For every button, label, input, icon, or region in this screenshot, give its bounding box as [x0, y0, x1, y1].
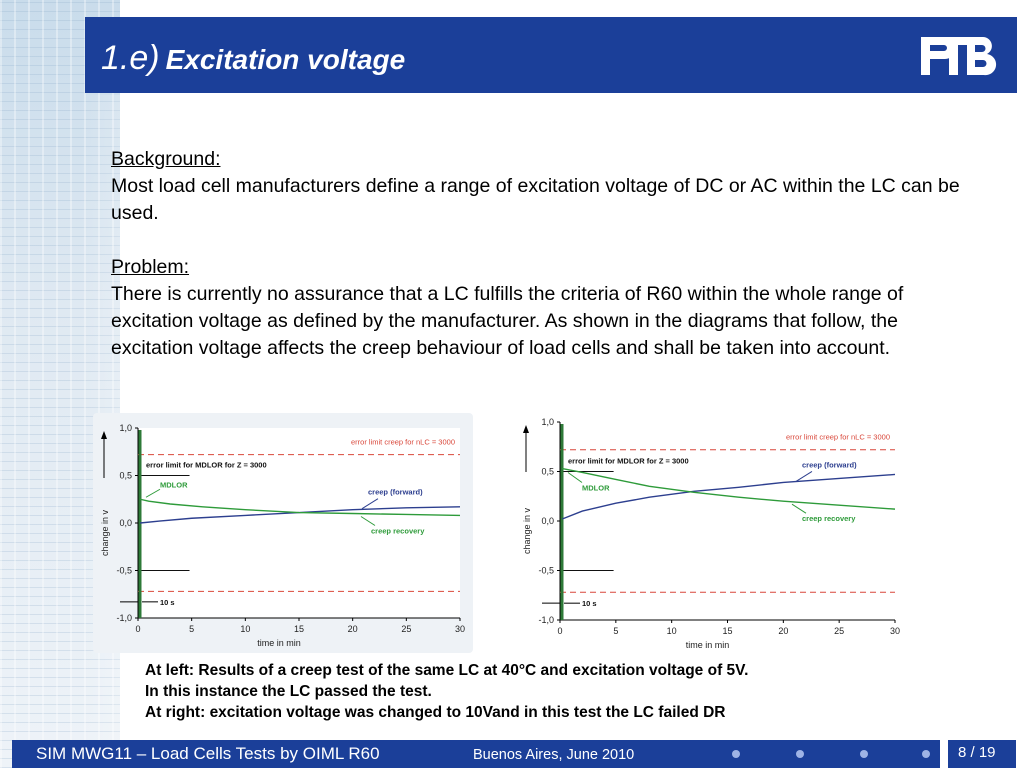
y-tick-label: 0,5 [541, 467, 554, 477]
annotation-ten-seconds: 10 s [160, 598, 175, 607]
footer-dots [712, 740, 942, 768]
mdlor-pointer [567, 472, 583, 483]
y-tick-label: 0,5 [119, 471, 132, 481]
mdlor-pointer [145, 488, 161, 498]
background-text: Most load cell manufacturers define a ra… [111, 175, 960, 224]
series-line-creep-recovery [562, 467, 896, 510]
x-tick-label: 30 [455, 624, 465, 634]
creep-forward-pointer [795, 470, 813, 482]
creep-recovery-pointer [360, 516, 376, 526]
footer-location: Buenos Aires, June 2010 [473, 747, 635, 763]
annotation-creep-recovery: creep recovery [371, 527, 425, 536]
problem-text: There is currently no assurance that a L… [111, 283, 904, 359]
y-tick-label: -1,0 [116, 613, 132, 623]
title-number: 1.e) [101, 39, 160, 77]
footer-title: SIM MWG11 – Load Cells Tests by OIML R60 [36, 744, 380, 763]
series-line-creep-forward- [140, 506, 461, 524]
plot-area [138, 428, 460, 618]
annotation-mdlor: MDLOR [582, 484, 610, 493]
slide-title: 1.e) Excitation voltage [101, 39, 405, 78]
x-tick-label: 30 [890, 626, 900, 636]
annotation-error-limit-mdlor: error limit for MDLOR for Z = 3000 [146, 461, 267, 470]
x-tick-label: 20 [348, 624, 358, 634]
caption-line-3: At right: excitation voltage was changed… [145, 704, 726, 721]
x-tick-label: 0 [557, 626, 562, 636]
x-tick-label: 5 [189, 624, 194, 634]
series-line-creep-forward- [561, 473, 896, 520]
y-tick-label: 0,0 [541, 516, 554, 526]
annotation-creep-forward: creep (forward) [802, 460, 857, 469]
y-axis-label: change in v [522, 507, 532, 554]
x-tick-label: 15 [722, 626, 732, 636]
annotation-ten-seconds: 10 s [582, 599, 597, 608]
annotation-creep-recovery: creep recovery [802, 514, 856, 523]
footer-separator [940, 740, 948, 768]
caption-line-2: In this instance the LC passed the test. [145, 683, 432, 700]
y-tick-label: -1,0 [538, 615, 554, 625]
x-axis-label: time in min [257, 638, 301, 648]
y-arrow-head [523, 425, 529, 433]
annotation-mdlor: MDLOR [160, 480, 188, 489]
problem-heading: Problem: [111, 256, 190, 278]
y-tick-label: -0,5 [538, 566, 554, 576]
x-tick-label: 15 [294, 624, 304, 634]
creep-forward-pointer [361, 498, 379, 510]
x-axis-label: time in min [686, 640, 730, 650]
creep-chart-5v-svg: 1,0 0,5 0,0 -0,5 -1,00 5 10 15 20 25 30 time in min… [100, 423, 465, 648]
y-arrow-head [101, 431, 107, 439]
page-number: 8 / 19 [958, 744, 996, 761]
slide-footer: SIM MWG11 – Load Cells Tests by OIML R60… [12, 740, 1016, 768]
background-heading: Background: [111, 148, 221, 170]
y-tick-label: 0,0 [119, 518, 132, 528]
y-tick-label: 1,0 [541, 417, 554, 427]
x-tick-label: 10 [667, 626, 677, 636]
annotation-creep-forward: creep (forward) [368, 488, 423, 497]
x-tick-label: 25 [834, 626, 844, 636]
ptb-logo [921, 37, 997, 76]
series-line-creep-recovery [139, 498, 461, 517]
x-tick-label: 5 [613, 626, 618, 636]
annotation-error-limit-mdlor: error limit for MDLOR for Z = 3000 [568, 457, 689, 466]
plot-area [560, 422, 895, 620]
x-tick-label: 20 [778, 626, 788, 636]
creep-recovery-pointer [791, 503, 807, 514]
annotation-error-limit-creep: error limit creep for nLC = 3000 [351, 438, 455, 447]
chart-caption: At left: Results of a creep test of the … [145, 660, 1005, 723]
creep-chart-10v: 1,0 0,5 0,0 -0,5 -1,0 0 5 10 15 20 25 30 time in min… [512, 410, 907, 655]
y-axis-label: change in v [100, 509, 110, 556]
x-tick-label: 10 [240, 624, 250, 634]
title-text: Excitation voltage [165, 44, 406, 75]
slide-header: 1.e) Excitation voltage [85, 17, 1017, 93]
slide-body: Background: Most load cell manufacturers… [111, 146, 961, 362]
annotation-error-limit-creep: error limit creep for nLC = 3000 [786, 433, 890, 442]
creep-chart-5v: 1,0 0,5 0,0 -0,5 -1,0 0 5 10 15 20 25 30 time in min… [93, 413, 473, 653]
x-tick-label: 0 [135, 624, 140, 634]
creep-chart-10v-svg: 1,0 0,5 0,0 -0,5 -1,00 5 10 15 20 25 30 time in min… [522, 417, 900, 650]
y-tick-label: 1,0 [119, 423, 132, 433]
y-tick-label: -0,5 [116, 566, 132, 576]
x-tick-label: 25 [401, 624, 411, 634]
caption-line-1: At left: Results of a creep test of the … [145, 662, 749, 679]
